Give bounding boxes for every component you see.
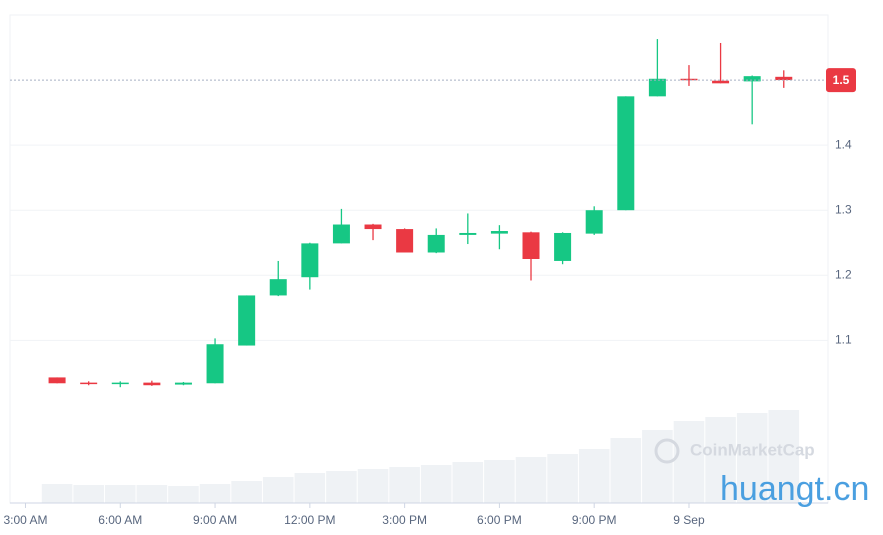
- x-tick-label: 9 Sep: [673, 513, 705, 527]
- y-tick-label: 1.2: [835, 267, 852, 281]
- volume-bar: [136, 485, 168, 503]
- candle-body: [206, 344, 224, 384]
- volume-bar: [452, 462, 484, 503]
- candle-body: [396, 229, 414, 253]
- volume-bar: [294, 473, 326, 503]
- candle-body: [490, 231, 508, 234]
- volume-bar: [357, 469, 389, 503]
- candle-body: [48, 377, 66, 384]
- candle-body: [617, 96, 635, 211]
- volume-bar: [610, 438, 642, 503]
- candle-body: [332, 224, 350, 244]
- candle-body: [554, 232, 572, 261]
- candle-body: [427, 234, 445, 253]
- last-price-box: [826, 68, 856, 93]
- candle-body: [111, 382, 129, 385]
- volume-bar: [547, 454, 578, 503]
- volume-bar: [642, 430, 673, 503]
- volume-bar: [168, 486, 199, 503]
- volume-bar: [389, 467, 420, 503]
- x-tick-label: 9:00 PM: [572, 513, 617, 527]
- volume-bar: [705, 417, 736, 503]
- volume-bar: [578, 449, 610, 503]
- candle-body: [712, 80, 730, 84]
- volume-bar: [326, 471, 357, 503]
- x-tick-label: 9:00 AM: [193, 513, 237, 527]
- candle-body: [743, 76, 761, 82]
- volume-bar: [673, 421, 705, 503]
- x-tick-label: 3:00 AM: [3, 513, 47, 527]
- candle-body: [269, 279, 287, 296]
- volume-bar: [515, 457, 547, 503]
- candle-body: [80, 382, 98, 385]
- candle-body: [585, 210, 603, 234]
- candle-body: [648, 78, 666, 97]
- y-tick-label: 1.3: [835, 202, 852, 216]
- x-tick-label: 3:00 PM: [382, 513, 427, 527]
- y-tick-label: 1.4: [835, 137, 852, 151]
- volume-bar: [768, 410, 800, 503]
- watermark-logo: [654, 438, 680, 464]
- watermark: CoinMarketCap: [690, 440, 815, 459]
- y-tick-label: 1.1: [835, 333, 852, 347]
- volume-bar: [484, 460, 515, 503]
- x-tick-label: 6:00 AM: [98, 513, 142, 527]
- volume-bar: [262, 477, 294, 503]
- candle-body: [174, 382, 192, 385]
- candle-body: [680, 78, 698, 81]
- site-watermark: huangt.cn: [720, 470, 869, 508]
- volume-bar: [41, 484, 73, 503]
- candle-body: [301, 243, 319, 278]
- last-price-label: 1.5: [833, 73, 850, 87]
- volume-bar: [231, 481, 262, 503]
- candle-body: [238, 295, 256, 346]
- candle-body: [459, 232, 477, 235]
- candle-body: [364, 224, 382, 230]
- candle-body: [522, 232, 540, 259]
- volume-bar: [420, 465, 452, 503]
- volume-bar: [104, 485, 136, 503]
- volume-bar: [199, 484, 231, 503]
- x-tick-label: 6:00 PM: [477, 513, 522, 527]
- volume-bar: [73, 485, 104, 503]
- candle-body: [143, 382, 161, 386]
- volume-bar: [736, 413, 768, 503]
- x-tick-label: 12:00 PM: [284, 513, 335, 527]
- candle-body: [775, 76, 793, 81]
